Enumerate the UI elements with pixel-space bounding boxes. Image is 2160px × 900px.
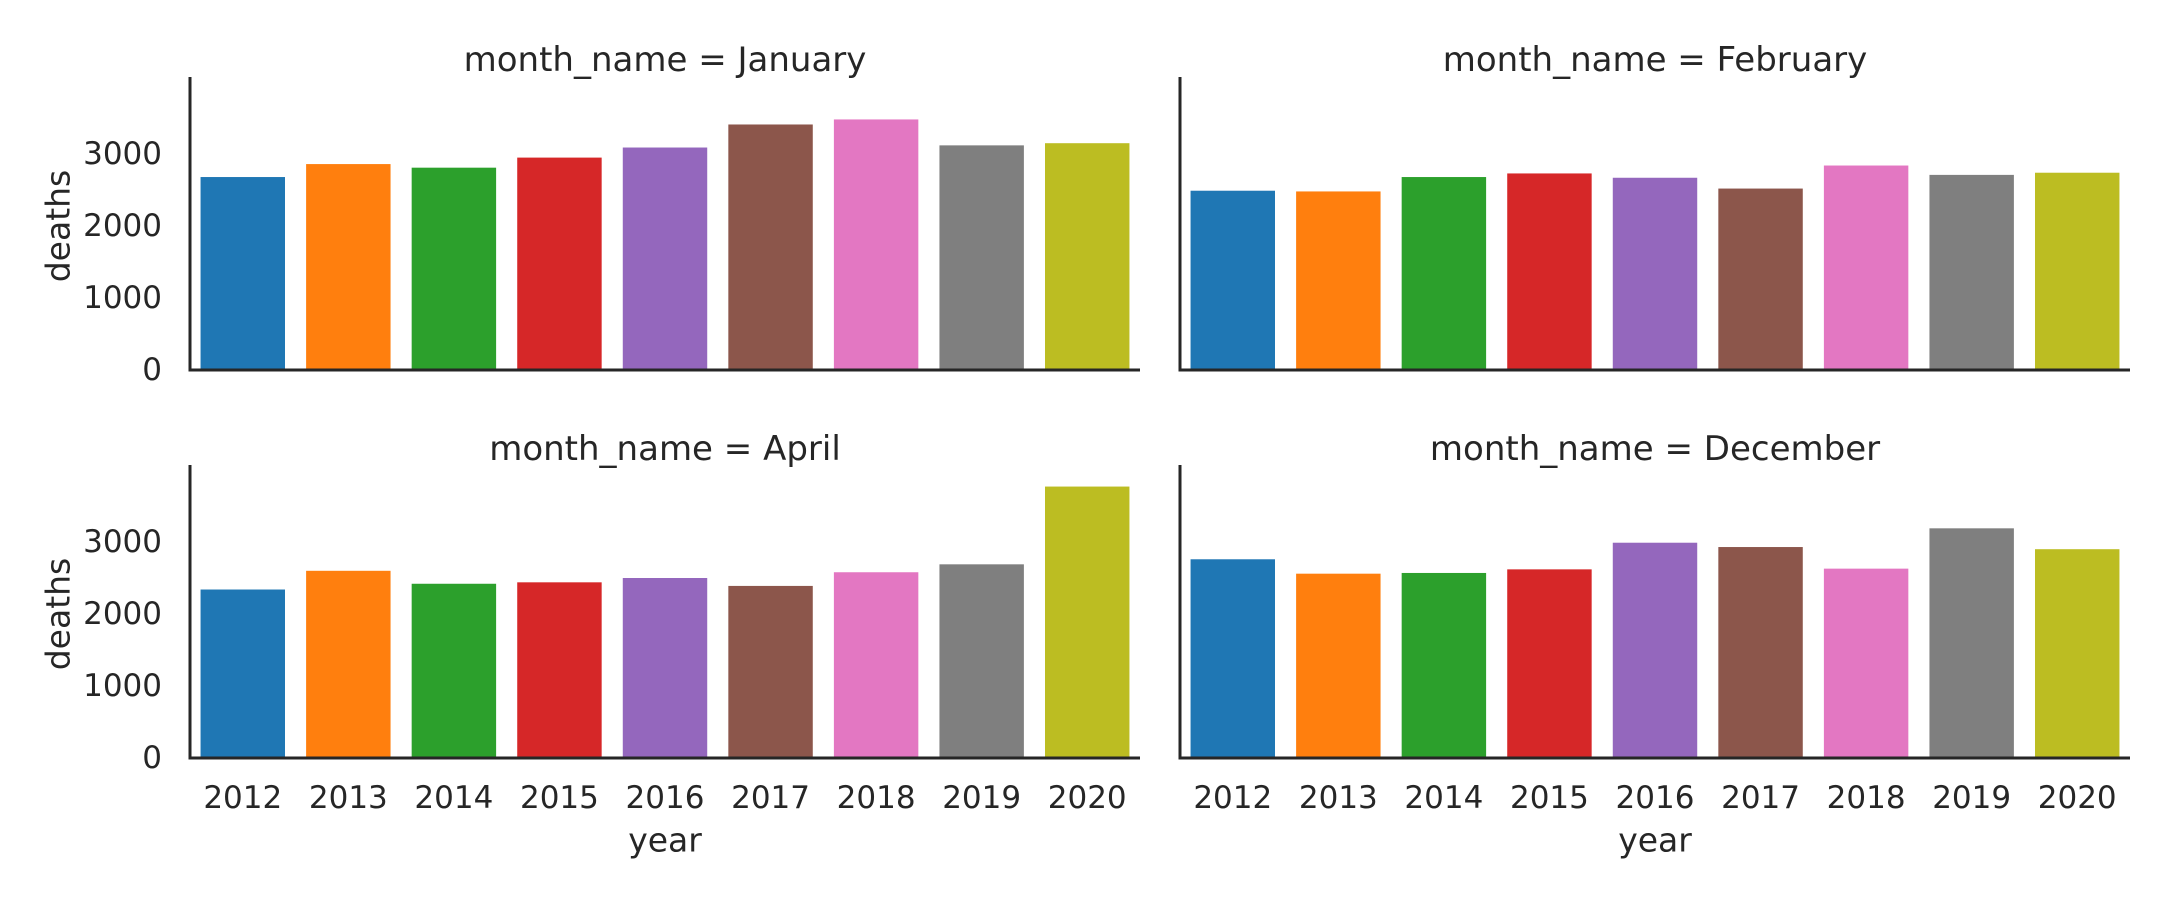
y-tick-label: 3000	[83, 136, 162, 172]
bar-2019	[939, 145, 1024, 370]
bar-2016	[1612, 542, 1698, 758]
y-tick-label: 0	[142, 740, 162, 776]
facet-panel-2: month_name = February	[1178, 40, 2130, 372]
bar-2018	[1823, 165, 1909, 370]
bar-2015	[517, 157, 602, 370]
x-tick-label: 2020	[2038, 780, 2117, 816]
x-tick-label: 2012	[1193, 780, 1272, 816]
x-tick-label: 2017	[1721, 780, 1800, 816]
bar-2012	[1190, 559, 1275, 758]
y-tick-label: 2000	[83, 596, 162, 632]
panel-title: month_name = January	[464, 40, 867, 80]
bar-2017	[1718, 188, 1803, 370]
bar-2012	[200, 177, 285, 370]
x-tick-label: 2018	[837, 780, 916, 816]
bar-2014	[411, 583, 497, 758]
bar-2018	[833, 572, 919, 758]
bar-2014	[1401, 572, 1487, 758]
bar-2016	[622, 147, 708, 370]
x-tick-label: 2015	[1510, 780, 1589, 816]
bar-2016	[622, 578, 708, 758]
x-tick-label: 2018	[1827, 780, 1906, 816]
bar-2013	[1296, 573, 1381, 758]
y-axis-label: deaths	[39, 558, 78, 671]
bar-2014	[1401, 177, 1487, 370]
bar-2019	[1929, 174, 2014, 370]
bar-2020	[2035, 172, 2120, 370]
bar-2015	[517, 582, 602, 758]
bar-2018	[833, 119, 919, 370]
bar-2012	[200, 589, 285, 758]
bar-2017	[728, 124, 813, 370]
x-tick-label: 2016	[626, 780, 705, 816]
x-tick-label: 2014	[414, 780, 493, 816]
bar-2012	[1190, 190, 1275, 370]
x-tick-label: 2015	[520, 780, 599, 816]
x-tick-label: 2017	[731, 780, 810, 816]
x-tick-label: 2014	[1404, 780, 1483, 816]
x-tick-label: 2016	[1616, 780, 1695, 816]
y-tick-label: 2000	[83, 208, 162, 244]
bar-2013	[306, 570, 391, 758]
bar-2017	[1718, 547, 1803, 758]
bar-2015	[1507, 173, 1592, 370]
y-axis-label: deaths	[39, 170, 78, 283]
x-tick-label: 2019	[1932, 780, 2011, 816]
bar-2016	[1612, 177, 1698, 370]
x-tick-label: 2012	[203, 780, 282, 816]
x-tick-label: 2020	[1048, 780, 1127, 816]
bar-2014	[411, 167, 497, 370]
x-tick-label: 2019	[942, 780, 1021, 816]
x-axis-label: year	[628, 821, 702, 860]
y-tick-label: 1000	[83, 668, 162, 704]
bar-2019	[1929, 528, 2014, 758]
bar-2013	[1296, 191, 1381, 370]
panel-title: month_name = December	[1430, 429, 1880, 469]
bar-2020	[1045, 143, 1130, 370]
y-tick-label: 0	[142, 352, 162, 388]
bar-2019	[939, 564, 1024, 758]
bar-2020	[2035, 549, 2120, 758]
y-tick-label: 3000	[83, 524, 162, 560]
bar-2018	[1823, 568, 1909, 758]
panel-title: month_name = February	[1443, 40, 1868, 80]
x-tick-label: 2013	[1299, 780, 1378, 816]
facet-panel-4: month_name = December 2012 2013 2014 2015 201…	[1178, 429, 2130, 860]
bar-2015	[1507, 569, 1592, 758]
bar-2013	[306, 164, 391, 370]
y-tick-label: 1000	[83, 280, 162, 316]
x-axis-label: year	[1618, 821, 1692, 860]
bar-2017	[728, 585, 813, 758]
x-tick-label: 2013	[309, 780, 388, 816]
panel-title: month_name = April	[489, 429, 841, 469]
bar-2020	[1045, 486, 1130, 758]
